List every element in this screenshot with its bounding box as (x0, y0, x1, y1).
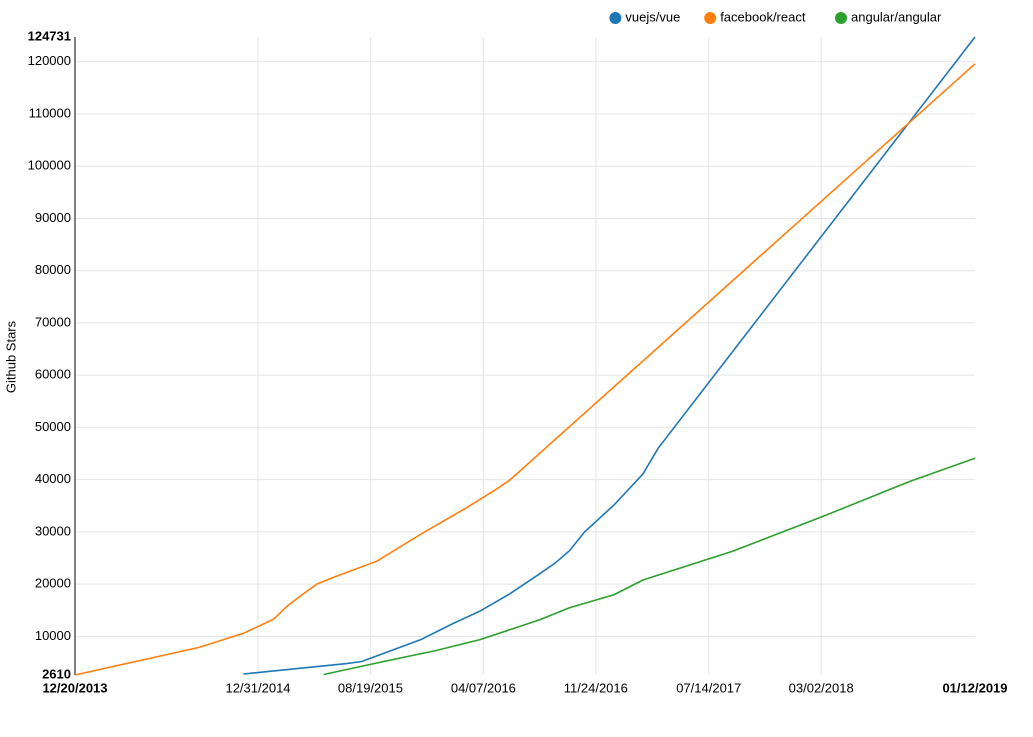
y-tick-label: 110000 (29, 105, 71, 120)
y-axis-min: 2610 (42, 666, 71, 681)
legend-label: vuejs/vue (625, 9, 680, 24)
x-axis-min: 12/20/2013 (42, 680, 107, 695)
x-tick-label: 12/31/2014 (225, 680, 290, 695)
y-tick-label: 10000 (35, 628, 71, 643)
y-axis-label: Github Stars (3, 320, 18, 393)
y-tick-label: 20000 (35, 576, 71, 591)
legend-label: angular/angular (851, 9, 942, 24)
x-tick-label: 07/14/2017 (676, 680, 741, 695)
x-tick-label: 11/24/2016 (564, 680, 628, 695)
x-tick-label: 04/07/2016 (451, 680, 516, 695)
legend-item: vuejs/vue (609, 9, 680, 24)
y-tick-label: 80000 (35, 262, 71, 277)
series-line (243, 36, 976, 675)
y-tick-label: 70000 (35, 314, 71, 329)
y-tick-label: 50000 (35, 419, 71, 434)
y-tick-label: 40000 (35, 471, 71, 486)
legend-item: facebook/react (704, 9, 806, 24)
y-tick-label: 120000 (28, 53, 71, 68)
y-tick-label: 60000 (35, 367, 71, 382)
y-axis-max: 124731 (28, 28, 71, 43)
series-line (74, 63, 976, 676)
y-tick-label: 100000 (28, 158, 71, 173)
legend-swatch (609, 12, 622, 24)
legend-swatch (704, 12, 717, 24)
legend-swatch (835, 12, 847, 24)
legend-item: angular/angular (835, 9, 942, 24)
y-tick-label: 30000 (35, 523, 71, 538)
x-tick-label: 08/19/2015 (338, 680, 403, 695)
series-line (323, 457, 976, 676)
x-tick-label: 03/02/2018 (789, 680, 854, 695)
legend-label: facebook/react (720, 9, 806, 24)
x-axis-max: 01/12/2019 (942, 680, 1007, 695)
y-tick-label: 90000 (35, 210, 71, 225)
